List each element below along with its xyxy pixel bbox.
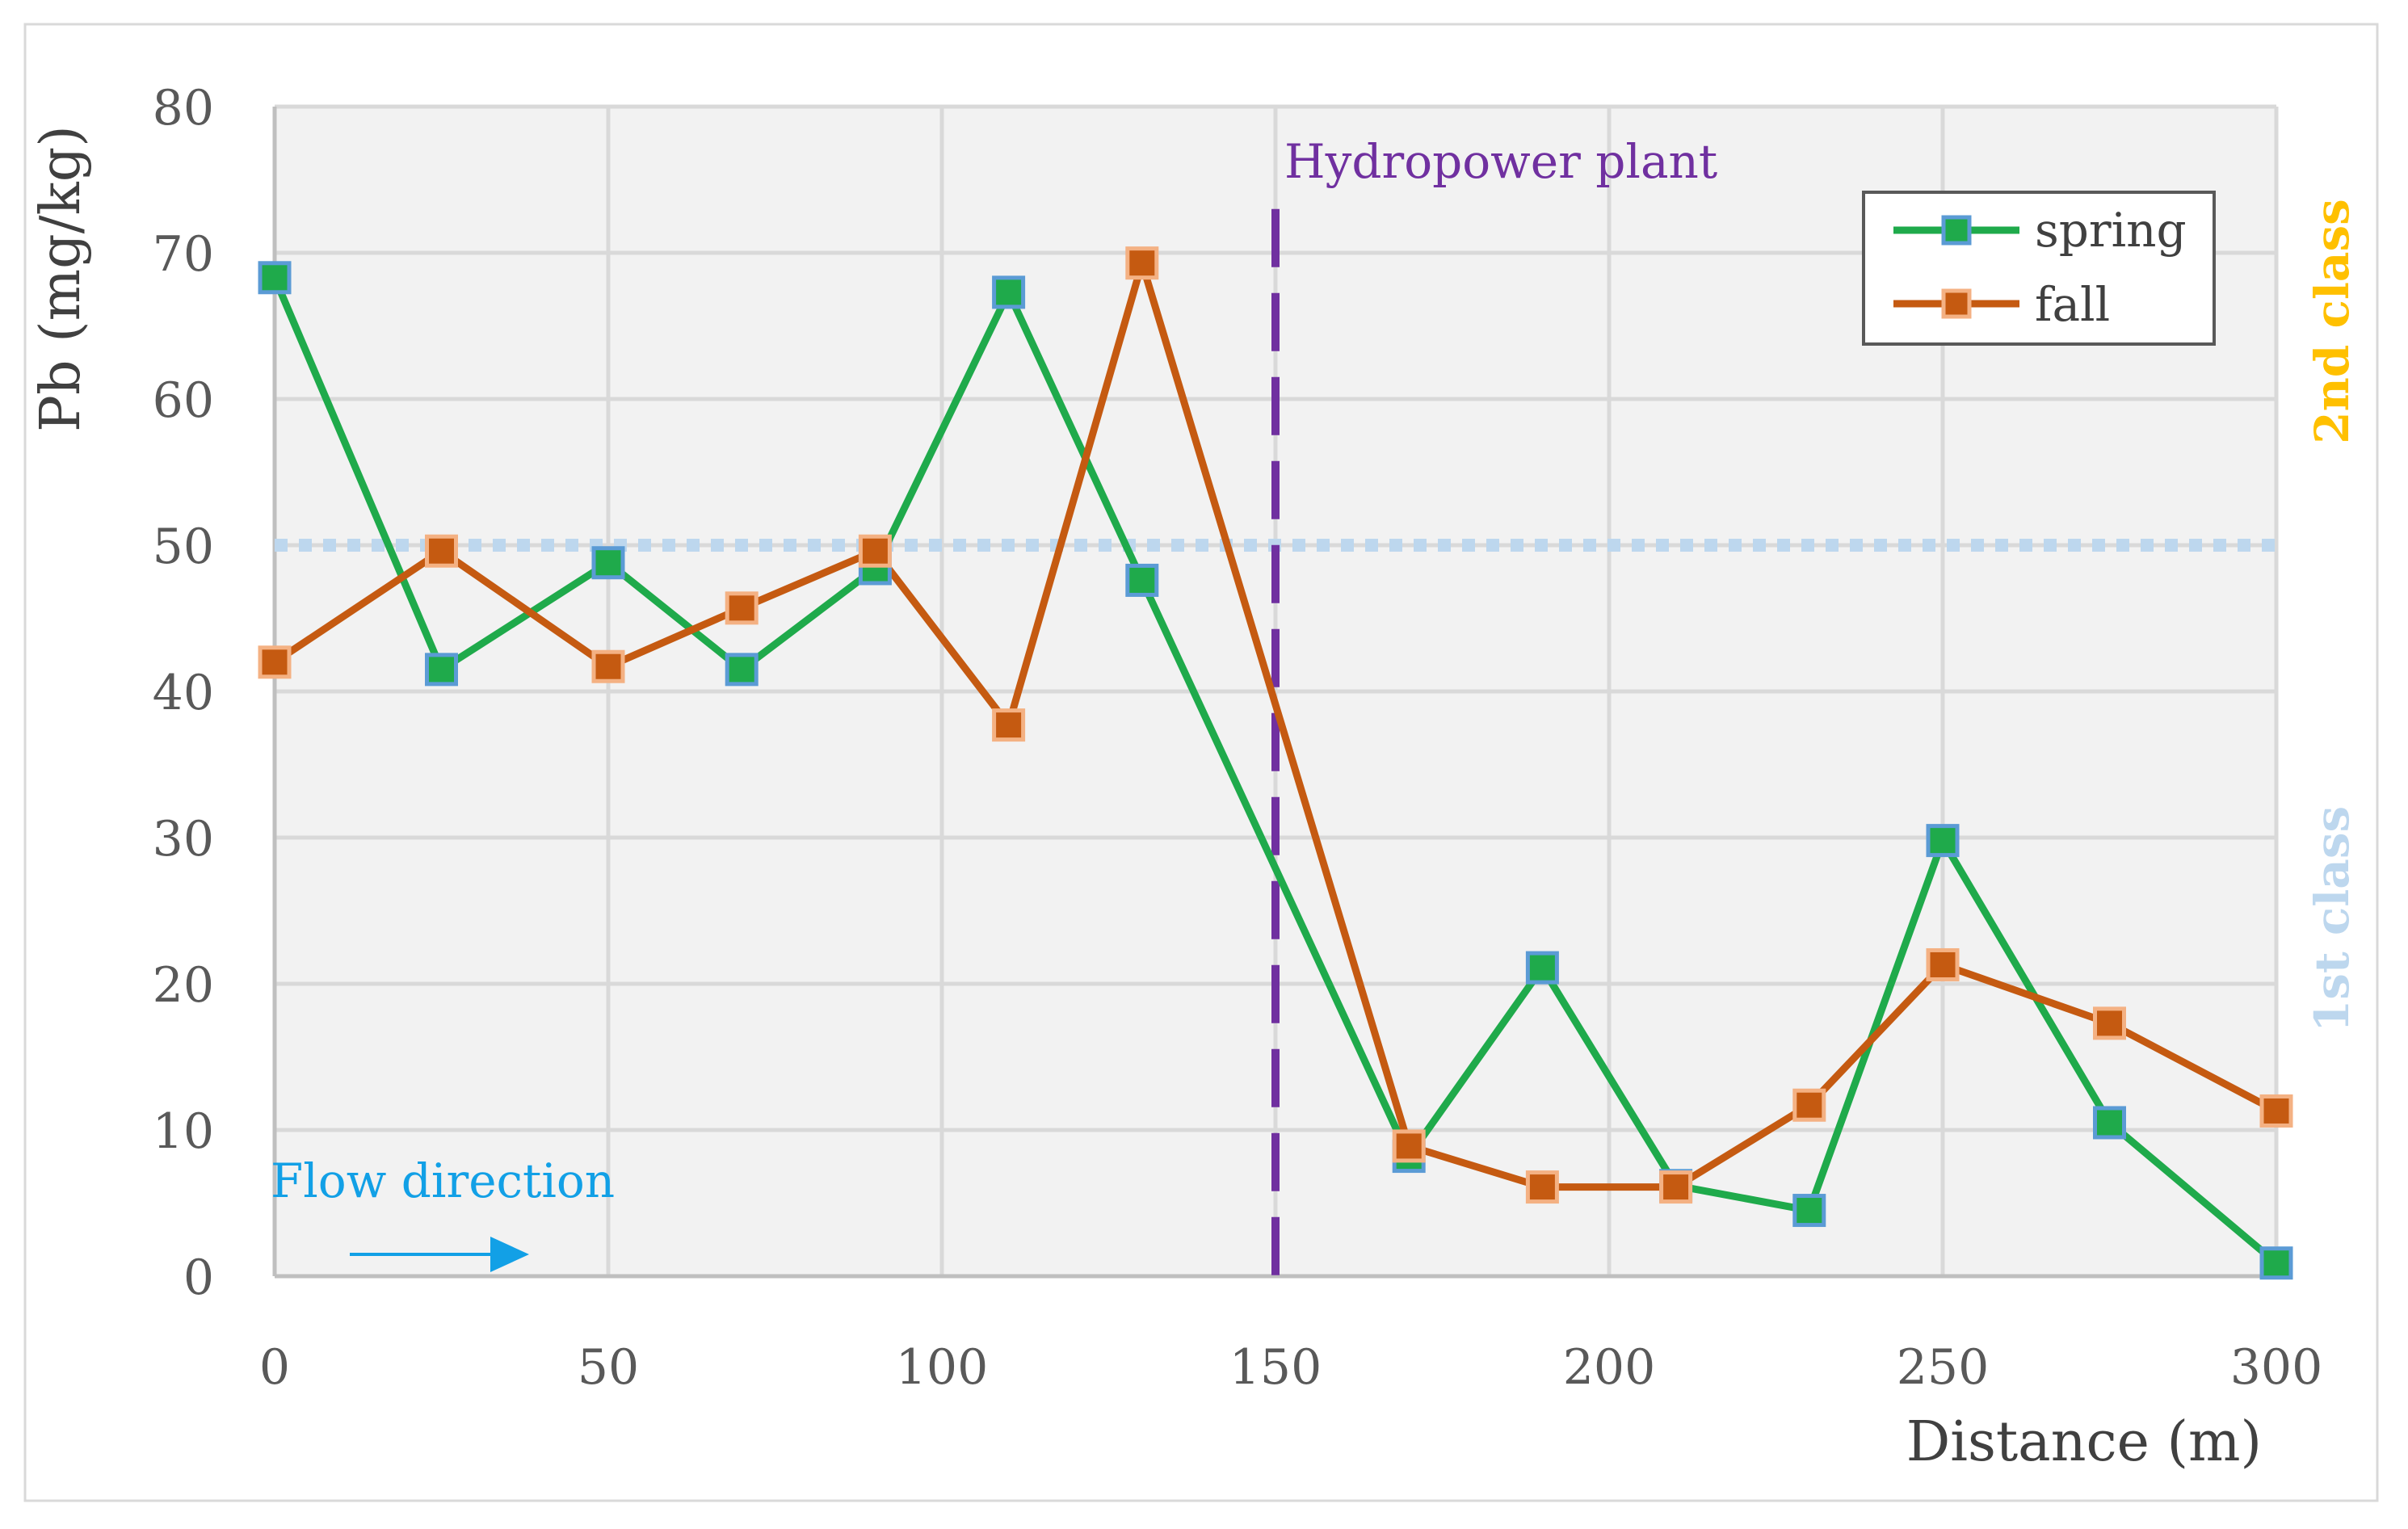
y-tick-label: 10 <box>153 1103 214 1160</box>
first-class-label: 1st class <box>2305 806 2360 1032</box>
y-axis-title: Pb (mg/kg) <box>29 125 93 432</box>
data-point-fall <box>1125 246 1159 280</box>
data-point-spring <box>725 653 759 687</box>
data-point-fall <box>725 591 759 625</box>
legend-box <box>1862 191 2216 346</box>
data-point-spring <box>2093 1106 2126 1140</box>
x-tick-label: 50 <box>578 1339 639 1396</box>
data-point-fall <box>2259 1094 2293 1128</box>
x-tick-label: 150 <box>1229 1339 1322 1396</box>
series-line-spring <box>271 276 2279 1266</box>
flow-direction-label: Flow direction <box>271 1153 615 1208</box>
data-point-spring <box>591 546 625 580</box>
data-point-spring <box>1525 951 1559 985</box>
data-point-spring <box>992 275 1026 309</box>
y-tick-label: 70 <box>153 226 214 283</box>
data-point-fall <box>2093 1006 2126 1040</box>
y-tick-label: 60 <box>153 372 214 429</box>
data-point-fall <box>1792 1088 1826 1122</box>
data-point-fall <box>1926 947 1960 981</box>
data-point-fall <box>591 649 625 683</box>
hydropower-plant-label: Hydropower plant <box>1284 134 1717 189</box>
axes: 0 10 20 30 40 50 60 70 80 0 50 100 150 200 250 300 <box>153 80 2323 1396</box>
data-point-fall <box>858 534 892 568</box>
legend-marker-fall <box>1941 288 1972 319</box>
data-point-fall <box>258 645 292 679</box>
reference-lines <box>275 208 2276 1276</box>
x-tick-label: 300 <box>2230 1339 2323 1396</box>
data-point-spring <box>1792 1194 1826 1228</box>
y-tick-label: 0 <box>183 1250 214 1306</box>
legend-label-fall: fall <box>2035 277 2110 332</box>
data-point-fall <box>1525 1170 1559 1204</box>
flow-direction-arrow <box>350 1237 529 1272</box>
series-lines <box>271 259 2279 1266</box>
data-point-fall <box>425 534 458 568</box>
second-class-label: 2nd class <box>2305 199 2360 444</box>
y-tick-label: 80 <box>153 80 214 137</box>
x-tick-label: 0 <box>259 1339 290 1396</box>
y-tick-label: 40 <box>153 665 214 721</box>
data-point-spring <box>1125 563 1159 597</box>
x-tick-label: 250 <box>1897 1339 1990 1396</box>
data-point-spring <box>2259 1246 2293 1280</box>
data-point-fall <box>1392 1129 1426 1163</box>
data-point-fall <box>1659 1170 1693 1204</box>
y-tick-label: 50 <box>153 519 214 575</box>
x-axis-title: Distance (m) <box>1906 1410 2262 1474</box>
x-tick-label: 100 <box>896 1339 989 1396</box>
legend: spring fall <box>1862 191 2216 346</box>
y-tick-label: 20 <box>153 957 214 1014</box>
data-point-fall <box>992 708 1026 742</box>
legend-marker-spring <box>1941 215 1972 246</box>
y-tick-label: 30 <box>153 811 214 867</box>
series-line-fall <box>272 259 2279 1191</box>
legend-label-spring: spring <box>2035 203 2187 258</box>
x-tick-label: 200 <box>1563 1339 1656 1396</box>
data-point-spring <box>1926 824 1960 858</box>
data-point-spring <box>258 261 292 295</box>
data-point-spring <box>425 653 458 687</box>
series-markers <box>258 246 2293 1280</box>
